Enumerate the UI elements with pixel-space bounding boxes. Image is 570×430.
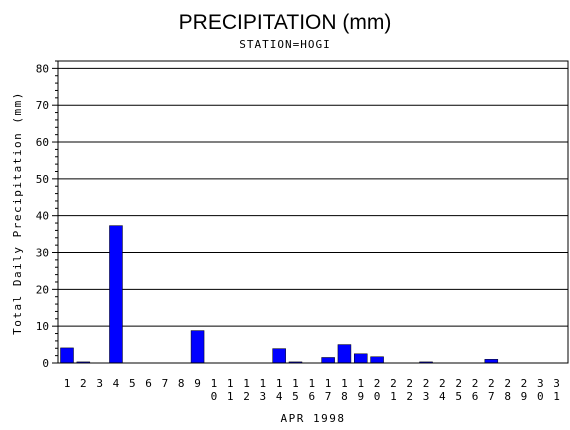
x-tick-label: 4 bbox=[113, 377, 120, 390]
y-tick-label: 70 bbox=[36, 99, 49, 112]
y-tick-label: 0 bbox=[42, 357, 49, 370]
x-tick-label: 8 bbox=[178, 377, 185, 390]
y-tick-label: 20 bbox=[36, 283, 49, 296]
x-tick-label: 6 bbox=[145, 377, 152, 390]
x-tick-label: 5 bbox=[129, 377, 136, 390]
y-axis-label: Total Daily Precipitation (mm) bbox=[11, 91, 24, 335]
bar-day-14 bbox=[272, 348, 286, 364]
bar-day-18 bbox=[337, 344, 352, 364]
x-axis: 1 2 3 4 5 6 7 8 9 1 01 11 21 31 41 51 61 71 81 92 02 12 22 32 42… bbox=[64, 377, 560, 403]
bars bbox=[60, 225, 499, 364]
bar-day-27 bbox=[484, 359, 499, 364]
x-tick-label: 7 bbox=[162, 377, 169, 390]
bar-day-20 bbox=[370, 356, 384, 364]
x-axis-label: APR 1998 bbox=[281, 412, 346, 425]
y-axis: 0 10 20 30 40 50 60 70 80 bbox=[36, 60, 58, 370]
bar-day-17 bbox=[321, 357, 335, 364]
chart-title: PRECIPITATION (mm) bbox=[179, 11, 392, 34]
y-tick-label: 30 bbox=[36, 247, 49, 260]
x-tick-label: 1 bbox=[64, 377, 71, 390]
y-tick-label: 60 bbox=[36, 136, 49, 149]
y-tick-label: 40 bbox=[36, 210, 49, 223]
x-tick-label: 9 bbox=[194, 377, 201, 390]
y-tick-label: 10 bbox=[36, 320, 49, 333]
y-tick-label: 50 bbox=[36, 173, 49, 186]
bar-day-19 bbox=[354, 353, 368, 364]
x-tick-label: 2 bbox=[80, 377, 87, 390]
bar-day-4 bbox=[109, 225, 123, 364]
plot-frame bbox=[57, 60, 569, 364]
gridlines bbox=[58, 67, 568, 327]
bar-day-9 bbox=[190, 330, 205, 364]
x-tick-label: 3 bbox=[96, 377, 103, 390]
chart-subtitle: STATION=HOGI bbox=[239, 38, 330, 51]
y-tick-label: 80 bbox=[36, 62, 49, 75]
bar-day-1 bbox=[60, 347, 74, 364]
